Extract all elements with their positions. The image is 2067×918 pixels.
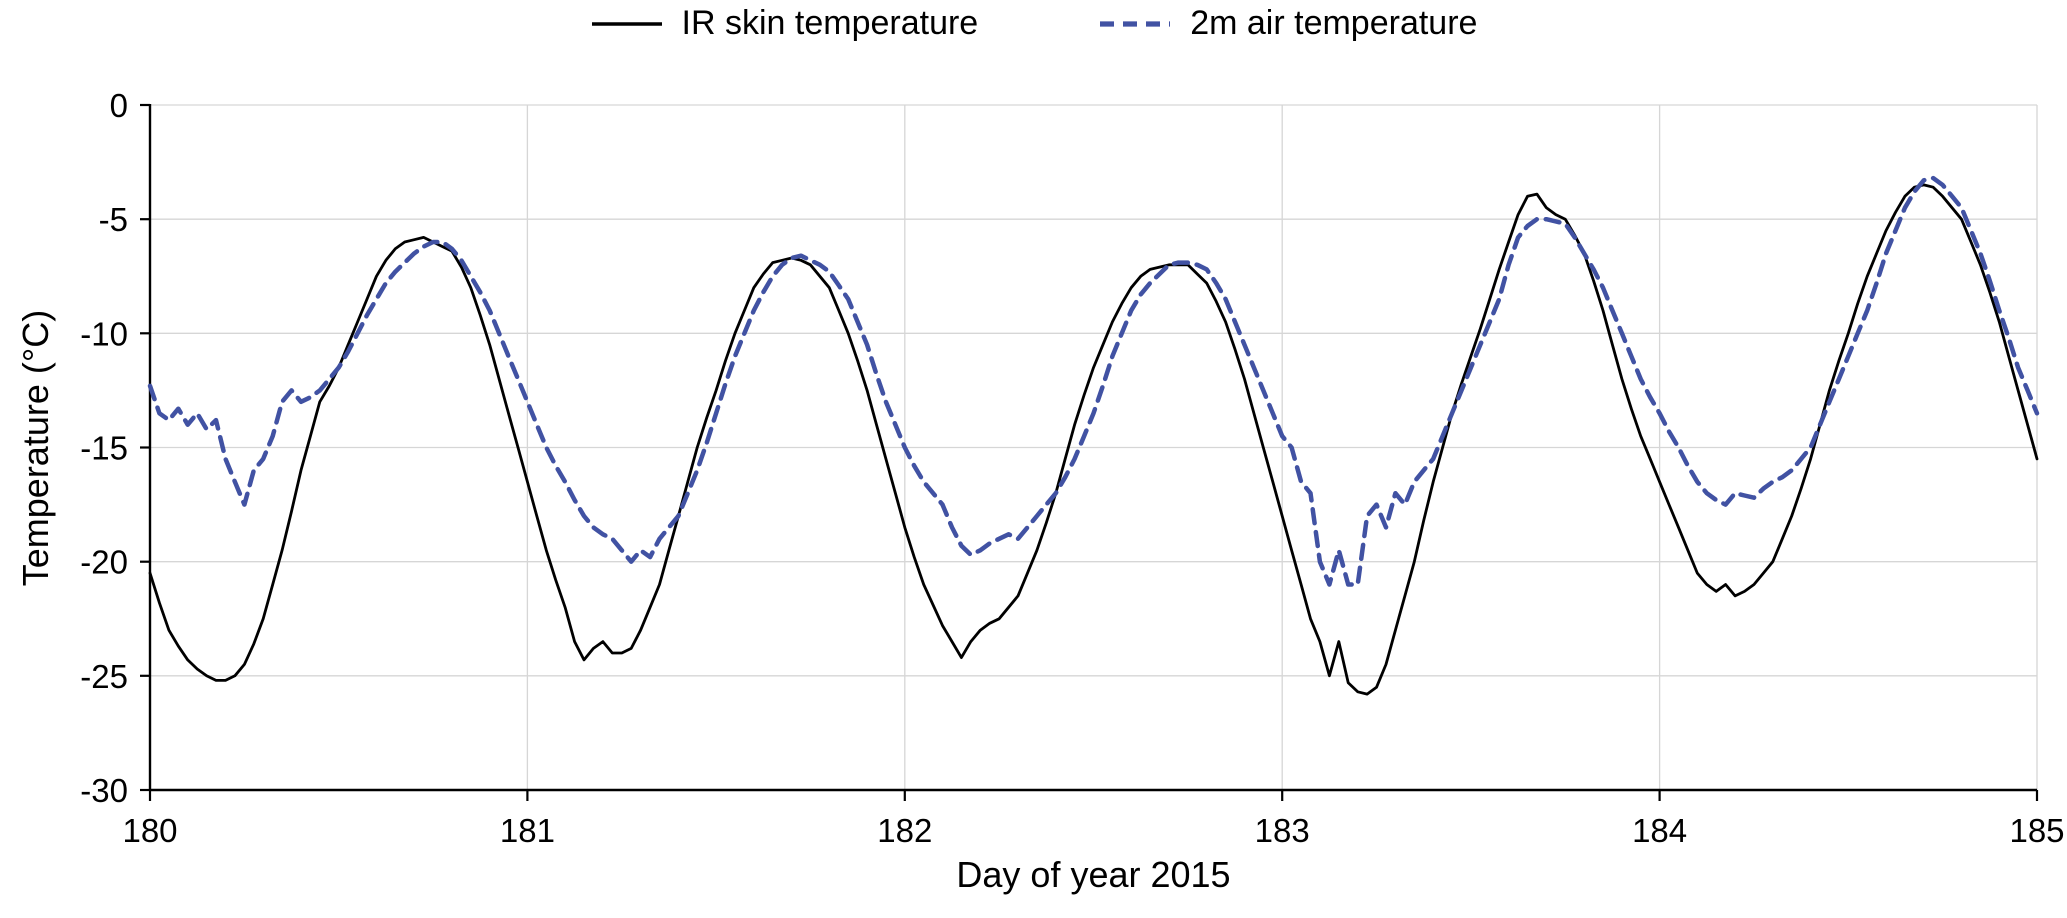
dashed-line-swatch bbox=[1100, 20, 1171, 27]
series-line-air-2m bbox=[147, 175, 2040, 587]
y-axis-title: Temperature (°C) bbox=[15, 309, 56, 587]
svg-text:-15: -15 bbox=[80, 430, 128, 467]
x-axis-title: Day of year 2015 bbox=[956, 854, 1231, 895]
svg-text:-5: -5 bbox=[99, 201, 128, 238]
legend-label-ir-skin: IR skin temperature bbox=[681, 4, 979, 42]
legend-item-air-2m: 2m air temperature bbox=[1098, 4, 1477, 43]
series-line-ir-skin bbox=[148, 183, 2039, 696]
axes bbox=[140, 103, 2039, 801]
svg-text:0: 0 bbox=[110, 87, 128, 124]
svg-text:-10: -10 bbox=[80, 315, 128, 352]
svg-text:180: 180 bbox=[122, 812, 177, 849]
gridlines bbox=[149, 104, 2038, 791]
chart-legend: IR skin temperature 2m air temperature bbox=[0, 4, 2067, 43]
svg-text:183: 183 bbox=[1255, 812, 1310, 849]
svg-text:-25: -25 bbox=[80, 658, 128, 695]
legend-item-ir-skin: IR skin temperature bbox=[590, 4, 979, 43]
svg-text:185: 185 bbox=[2009, 812, 2064, 849]
svg-text:-30: -30 bbox=[80, 772, 128, 809]
svg-text:-20: -20 bbox=[80, 544, 128, 581]
x-tick-labels: 180 181 182 183 184 185 bbox=[122, 812, 2064, 849]
legend-label-air-2m: 2m air temperature bbox=[1190, 4, 1478, 42]
svg-text:184: 184 bbox=[1632, 812, 1687, 849]
y-tick-labels: 0 -5 -10 -15 -20 -25 -30 bbox=[80, 87, 128, 809]
svg-text:182: 182 bbox=[877, 812, 932, 849]
svg-text:181: 181 bbox=[500, 812, 555, 849]
solid-line-swatch bbox=[591, 21, 662, 26]
